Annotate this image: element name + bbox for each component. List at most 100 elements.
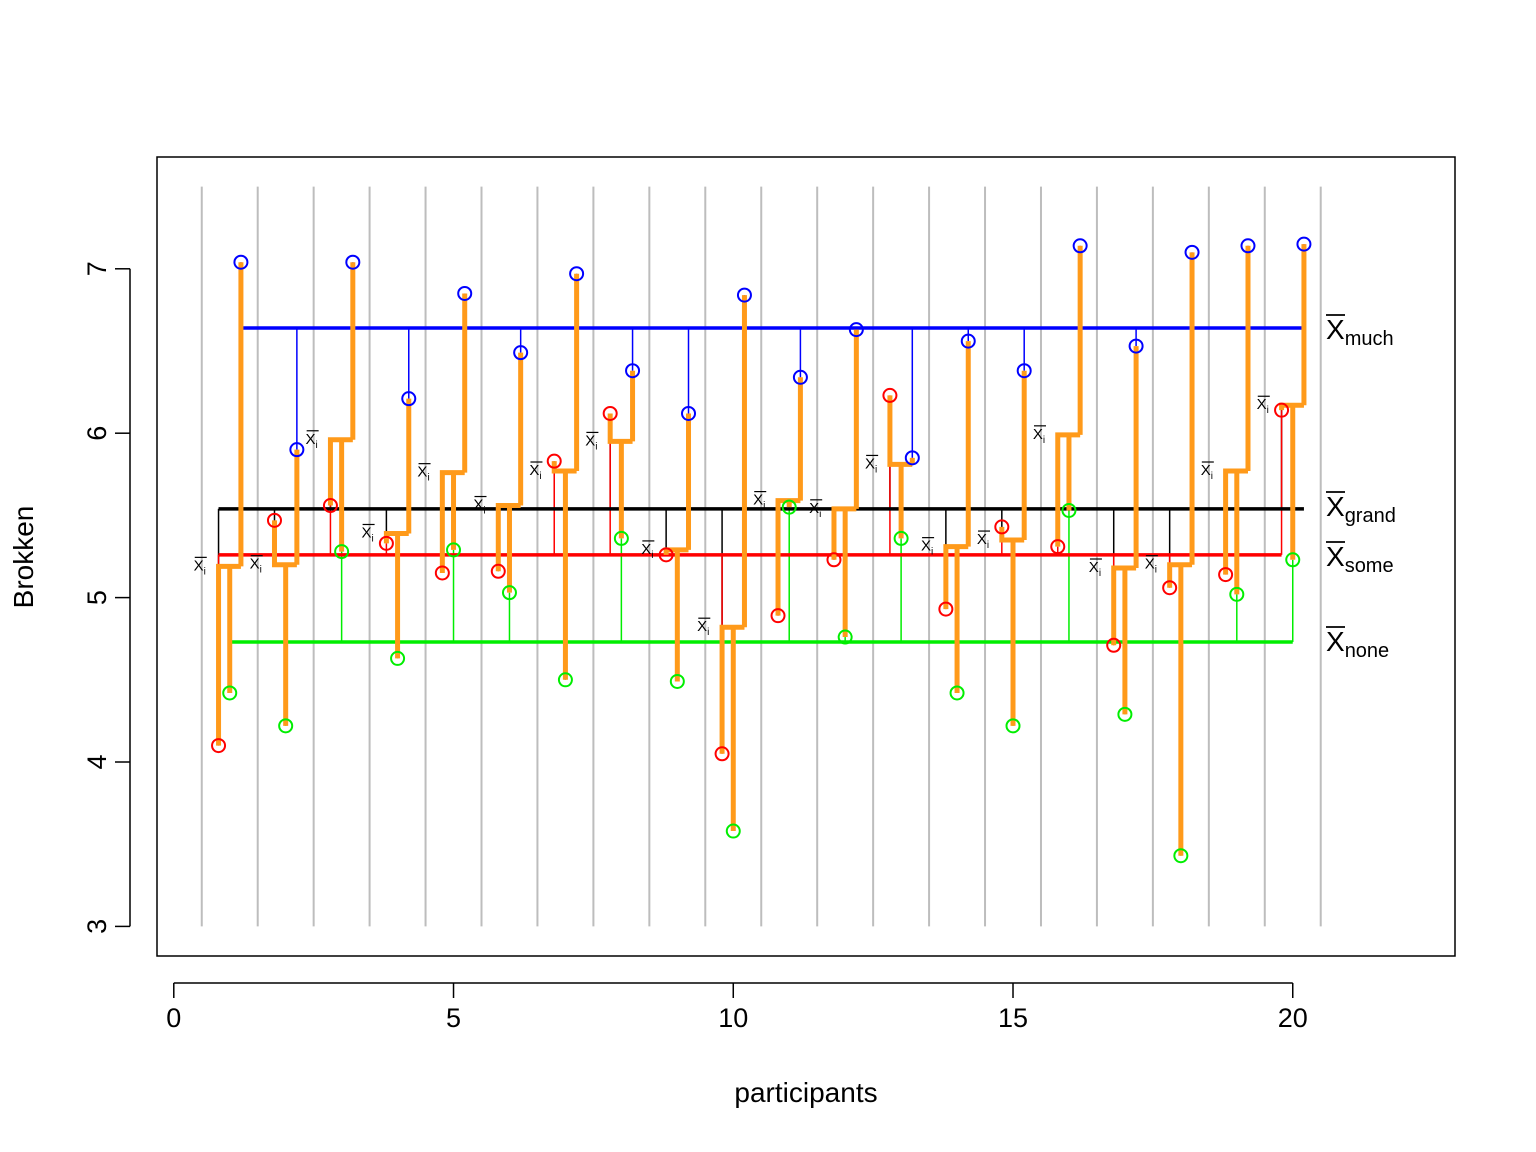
subject-mean-labels: Xi Xi Xi Xi Xi Xi Xi Xi Xi Xi Xi Xi Xi Xi Xi Xi Xi Xi Xi Xi — [194, 395, 1270, 638]
none-point — [501, 585, 517, 601]
residual-step — [551, 273, 580, 680]
residual-step — [439, 293, 468, 573]
much-point — [904, 450, 920, 466]
y-tick-label: 3 — [82, 919, 112, 934]
data-points — [211, 236, 1312, 864]
some-point — [994, 519, 1010, 535]
subject-mean-label: Xi — [753, 492, 765, 512]
much-point — [960, 333, 976, 349]
residual-step — [216, 262, 244, 746]
much-mean-label: Xmuch — [1326, 314, 1394, 350]
subject-mean-label: Xi — [306, 431, 318, 451]
residual-step — [887, 395, 915, 539]
subject-mean-label: Xi — [641, 541, 653, 561]
none-point — [390, 650, 406, 666]
y-tick-label: 5 — [82, 590, 112, 605]
subject-mean-label: Xi — [1033, 426, 1045, 446]
much-point — [681, 405, 697, 421]
none-point — [222, 685, 238, 701]
none-point — [1285, 552, 1301, 568]
some-point — [714, 746, 730, 762]
x-axis-label: participants — [734, 1077, 877, 1108]
subject-mean-label: Xi — [865, 455, 877, 475]
y-tick-label: 4 — [82, 754, 112, 769]
residual-steps — [216, 244, 1307, 856]
residual-step — [1223, 245, 1251, 595]
axes: 0 5 10 15 20 3 4 5 6 7 — [82, 261, 1308, 1033]
much-point — [345, 254, 361, 270]
residual-step — [1055, 245, 1083, 547]
much-point — [1184, 244, 1200, 260]
some-point — [1218, 567, 1234, 583]
x-tick-label: 5 — [446, 1003, 461, 1033]
y-axis-label: Brokken — [8, 506, 39, 609]
some-point — [1050, 539, 1066, 555]
none-point — [1229, 586, 1245, 602]
grand-mean-label: Xgrand — [1326, 491, 1396, 527]
residual-step — [719, 295, 747, 832]
subject-mean-label: Xi — [1257, 396, 1269, 416]
subject-mean-label: Xi — [809, 500, 821, 520]
none-point — [613, 530, 629, 546]
some-point — [322, 498, 338, 514]
none-point — [1005, 718, 1021, 734]
some-point — [770, 608, 786, 624]
much-point — [1016, 363, 1032, 379]
none-point — [781, 499, 797, 515]
group-mean-labels: Xmuch Xgrand Xsome Xnone — [1326, 314, 1396, 662]
subject-mean-label: Xi — [1089, 559, 1101, 579]
none-point — [725, 823, 741, 839]
none-point — [334, 544, 350, 560]
none-point — [278, 718, 294, 734]
none-point — [1173, 848, 1189, 864]
residual-step — [327, 262, 356, 552]
some-point — [434, 565, 450, 581]
much-point — [289, 442, 305, 458]
y-tick-label: 6 — [82, 426, 112, 441]
much-point — [401, 391, 417, 407]
none-point — [1061, 502, 1077, 518]
residual-step — [663, 413, 692, 682]
subject-mean-label: Xi — [250, 556, 262, 576]
much-point — [848, 322, 864, 338]
some-point — [1274, 402, 1290, 418]
much-point — [513, 345, 529, 361]
some-point — [490, 563, 506, 579]
subject-mean-label: Xi — [697, 618, 709, 638]
residual-step — [943, 341, 971, 693]
some-point — [826, 552, 842, 568]
subject-mean-label: Xi — [417, 464, 429, 484]
subject-mean-label: Xi — [921, 538, 933, 558]
subject-mean-label: Xi — [361, 524, 373, 544]
residual-step — [999, 370, 1027, 726]
much-point — [736, 287, 752, 303]
much-point — [625, 363, 641, 379]
some-point — [938, 601, 954, 617]
residual-step — [1111, 346, 1139, 715]
none-mean-label: Xnone — [1326, 626, 1389, 662]
much-point — [1240, 238, 1256, 254]
subject-mean-label: Xi — [977, 531, 989, 551]
residual-step — [831, 329, 859, 638]
subject-mean-label: Xi — [1201, 462, 1213, 482]
much-point — [792, 369, 808, 385]
much-point — [233, 254, 249, 270]
x-tick-label: 0 — [166, 1003, 181, 1033]
some-point — [658, 547, 674, 563]
none-point — [557, 672, 573, 688]
much-point — [1296, 236, 1312, 252]
x-tick-label: 20 — [1278, 1003, 1308, 1033]
subject-mean-label: Xi — [473, 497, 485, 517]
some-point — [882, 387, 898, 403]
some-mean-label: Xsome — [1326, 541, 1394, 577]
some-point — [378, 535, 394, 551]
residual-step — [383, 398, 412, 659]
some-point — [1106, 637, 1122, 653]
some-point — [1162, 580, 1178, 596]
none-point — [1117, 706, 1133, 722]
residual-step — [607, 370, 636, 539]
x-tick-label: 10 — [718, 1003, 748, 1033]
some-point — [266, 512, 282, 528]
residual-step — [271, 449, 300, 726]
subject-mean-label: Xi — [1145, 556, 1157, 576]
